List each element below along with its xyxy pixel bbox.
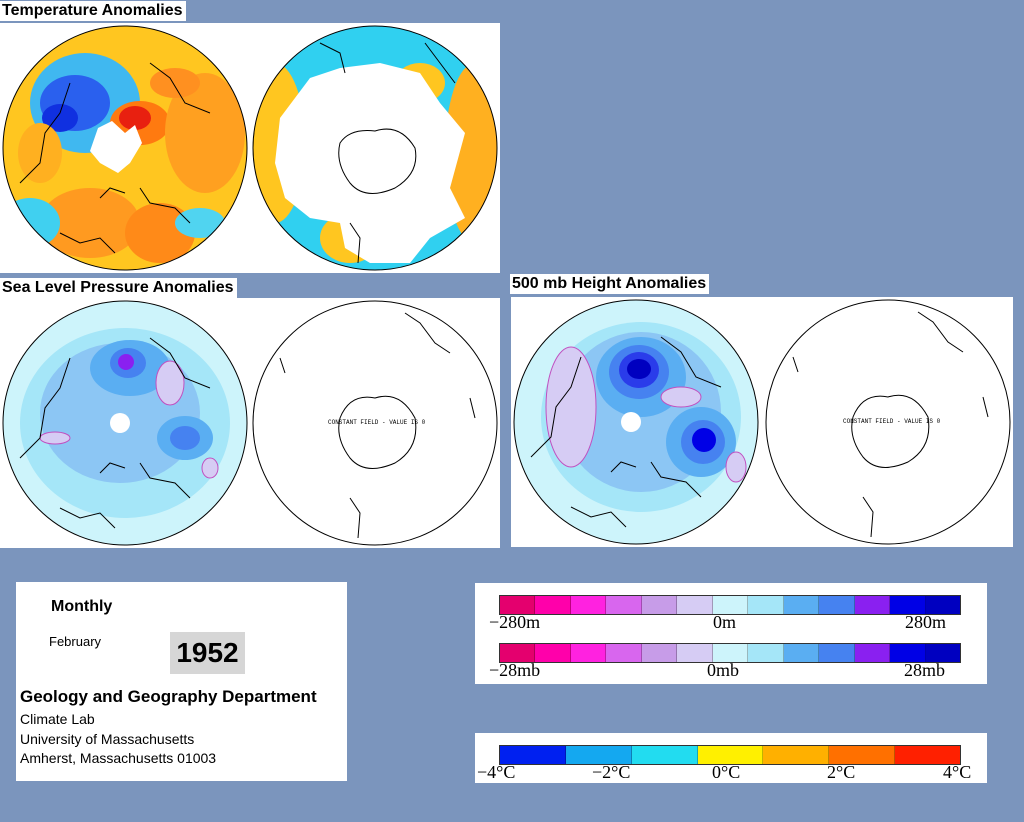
temperature-tick-minus4: −4°C <box>477 762 516 782</box>
sea-level-pressure-anomalies-title: Sea Level Pressure Anomalies <box>0 278 237 298</box>
pressure-swatch <box>819 644 855 662</box>
height-mid-label: 0m <box>713 612 737 632</box>
slp-constant-field-note: CONSTANT FIELD - VALUE IS 0 <box>328 419 426 426</box>
frequency-label: Monthly <box>51 598 113 615</box>
pressure-swatch <box>854 644 891 662</box>
pressure-swatch <box>890 644 926 662</box>
height-colorbar <box>499 595 961 615</box>
temperature-swatch <box>565 746 632 764</box>
height-max-label: 280m <box>905 612 947 632</box>
temperature-southern-hemisphere-map <box>252 25 498 271</box>
pressure-swatch <box>677 644 713 662</box>
pressure-colorbar <box>499 643 961 663</box>
height-swatch <box>819 596 855 614</box>
year-label: 1952 <box>170 632 245 674</box>
department-name: Geology and Geography Department <box>20 687 317 706</box>
pressure-max-label: 28mb <box>904 660 946 680</box>
height-swatch <box>854 596 891 614</box>
pressure-swatch <box>535 644 571 662</box>
temperature-tick-plus4: 4°C <box>943 762 972 782</box>
pressure-min-label: −28mb <box>489 660 541 680</box>
month-label: February <box>49 634 102 649</box>
height-swatch <box>783 596 820 614</box>
height-swatch <box>570 596 607 614</box>
height-500mb-southern-hemisphere-map <box>765 299 1011 545</box>
temperature-anomalies-title: Temperature Anomalies <box>0 1 186 21</box>
pressure-swatch <box>606 644 642 662</box>
pressure-swatch <box>641 644 678 662</box>
pressure-mid-label: 0mb <box>707 660 740 680</box>
height-min-label: −280m <box>489 612 541 632</box>
temperature-swatch <box>631 746 698 764</box>
pressure-swatch <box>570 644 607 662</box>
pressure-swatch <box>925 644 961 662</box>
height-swatch <box>641 596 678 614</box>
height-swatch <box>748 596 784 614</box>
height-swatch <box>535 596 571 614</box>
temperature-maps-panel <box>0 23 500 273</box>
temperature-northern-hemisphere-map <box>2 25 248 271</box>
pressure-swatch <box>712 644 749 662</box>
height-swatch <box>677 596 713 614</box>
pressure-swatch <box>500 644 536 662</box>
temperature-tick-zero: 0°C <box>712 762 741 782</box>
height-swatch <box>925 596 961 614</box>
address: Amherst, Massachusetts 01003 <box>20 750 217 766</box>
lab-name: Climate Lab <box>20 711 95 727</box>
temperature-swatch <box>697 746 764 764</box>
slp-southern-hemisphere-map <box>252 300 498 546</box>
slp-northern-hemisphere-map <box>2 300 248 546</box>
temperature-swatch <box>500 746 566 764</box>
height-pressure-legend: −280m 0m 280m −28mb 0mb 28mb <box>475 583 987 684</box>
height-500mb-northern-hemisphere-map <box>513 299 759 545</box>
height-500mb-maps-panel: CONSTANT FIELD - VALUE IS 0 <box>511 297 1013 547</box>
height-500mb-anomalies-title: 500 mb Height Anomalies <box>510 274 710 294</box>
temperature-tick-minus2: −2°C <box>592 762 631 782</box>
temperature-swatch <box>763 746 830 764</box>
sea-level-pressure-maps-panel: CONSTANT FIELD - VALUE IS 0 <box>0 298 500 548</box>
university-name: University of Massachusetts <box>20 731 195 747</box>
height-swatch <box>712 596 749 614</box>
pressure-swatch <box>748 644 784 662</box>
temperature-legend: −4°C −2°C 0°C 2°C 4°C <box>475 733 987 783</box>
height-swatch <box>606 596 642 614</box>
height-swatch <box>500 596 536 614</box>
height-swatch <box>890 596 926 614</box>
temperature-swatch <box>895 746 961 764</box>
pressure-swatch <box>783 644 820 662</box>
info-box: Monthly February 1952 Geology and Geogra… <box>16 582 347 781</box>
temperature-tick-plus2: 2°C <box>827 762 856 782</box>
temperature-swatch <box>829 746 896 764</box>
height-500mb-constant-field-note: CONSTANT FIELD - VALUE IS 0 <box>843 418 941 425</box>
temperature-colorbar <box>499 745 961 765</box>
